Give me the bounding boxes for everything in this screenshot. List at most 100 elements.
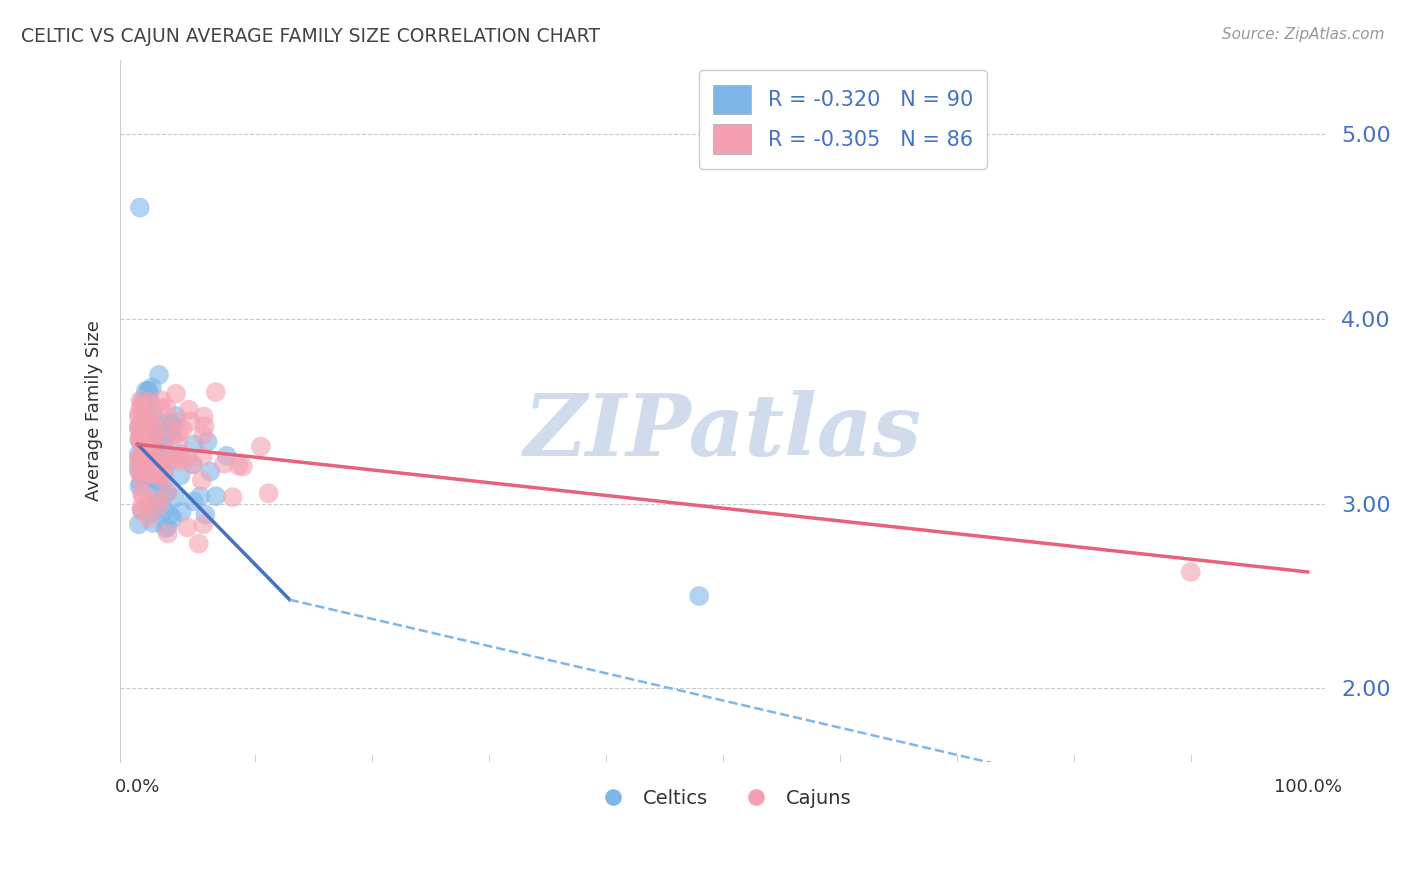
Text: Source: ZipAtlas.com: Source: ZipAtlas.com [1222,27,1385,42]
Point [131,486,153,500]
Point [131,449,153,463]
Point [149,401,172,416]
Point [176,451,198,466]
Point [128,447,150,461]
Point [156,520,179,534]
Point [128,517,150,532]
Point [160,417,183,431]
Point [128,431,150,445]
Point [139,425,162,439]
Point [135,445,157,459]
Point [142,429,165,443]
Point [129,462,152,476]
Point [165,386,187,401]
Point [136,422,159,436]
Point [142,444,165,458]
Point [212,457,235,471]
Point [142,467,165,481]
Point [193,428,215,442]
Point [141,464,163,478]
Point [146,497,169,511]
Point [193,517,215,532]
Point [141,404,163,418]
Point [129,451,152,466]
Point [134,454,156,468]
Point [139,435,162,450]
Point [139,462,162,476]
Point [165,414,187,428]
Point [135,454,157,468]
Point [128,450,150,465]
Point [139,446,162,460]
Point [143,434,166,449]
Point [128,453,150,467]
Point [141,506,163,520]
Point [136,450,159,464]
Point [228,458,250,473]
Point [1180,565,1202,579]
Point [148,368,170,382]
Point [138,443,160,458]
Point [128,201,150,215]
Point [141,470,163,484]
Point [139,420,162,434]
Point [257,486,280,500]
Point [128,419,150,434]
Point [139,431,162,445]
Point [169,447,191,461]
Text: CELTIC VS CAJUN AVERAGE FAMILY SIZE CORRELATION CHART: CELTIC VS CAJUN AVERAGE FAMILY SIZE CORR… [21,27,600,45]
Point [183,494,205,508]
Point [153,448,176,462]
Y-axis label: Average Family Size: Average Family Size [86,320,103,501]
Point [156,526,179,541]
Point [129,472,152,486]
Point [162,419,184,434]
Point [187,536,209,550]
Point [135,407,157,421]
Point [136,458,159,473]
Point [132,393,155,408]
Point [129,453,152,467]
Point [152,476,174,491]
Point [153,502,176,516]
Point [131,435,153,450]
Point [141,452,163,467]
Point [250,440,273,454]
Point [138,412,160,426]
Point [155,454,177,468]
Point [153,433,176,447]
Legend: Celtics, Cajuns: Celtics, Cajuns [586,781,859,816]
Point [169,468,191,483]
Point [136,464,159,478]
Point [150,466,173,480]
Point [145,468,167,483]
Point [135,384,157,398]
Point [138,447,160,461]
Point [172,422,194,436]
Point [139,467,162,482]
Point [150,393,173,408]
Point [138,384,160,399]
Point [167,438,190,452]
Point [179,414,201,428]
Point [139,456,162,470]
Point [170,450,193,465]
Point [128,464,150,478]
Point [134,441,156,455]
Point [183,437,205,451]
Point [143,440,166,454]
Point [128,458,150,473]
Point [155,401,177,415]
Point [128,479,150,493]
Point [191,474,214,488]
Point [131,503,153,517]
Point [148,493,170,508]
Point [138,384,160,398]
Point [148,499,170,513]
Point [191,450,214,464]
Point [145,417,167,432]
Point [132,427,155,442]
Point [135,417,157,432]
Point [153,464,176,478]
Point [205,489,228,503]
